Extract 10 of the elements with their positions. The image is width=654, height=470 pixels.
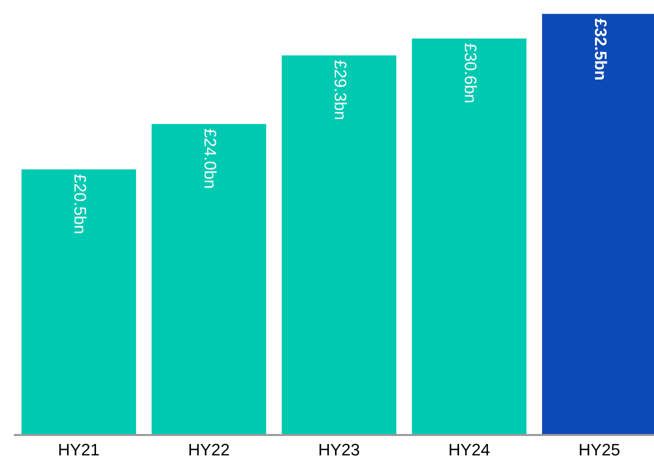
- x-tick-label: HY23: [320, 444, 360, 456]
- data-label: £24.0bn: [204, 129, 217, 188]
- data-label: £32.5bn: [594, 18, 608, 80]
- data-label: £30.6bn: [464, 44, 477, 102]
- x-tick-label: HY21: [59, 444, 99, 456]
- x-tick-label: HY22: [189, 444, 229, 456]
- data-label: £20.5bn: [74, 174, 87, 234]
- x-tick-label: HY25: [580, 444, 620, 456]
- data-label: £29.3bn: [334, 60, 347, 120]
- x-tick-label: HY24: [450, 444, 490, 456]
